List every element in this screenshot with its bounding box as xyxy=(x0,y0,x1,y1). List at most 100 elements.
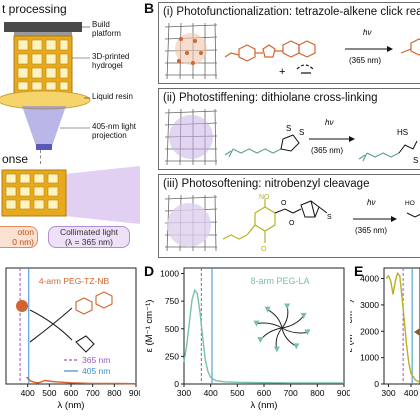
chart-d-label: 8-arm PEG-LA xyxy=(250,276,309,286)
norbornene-ring xyxy=(75,335,95,353)
star-arm-end xyxy=(273,346,280,353)
s-iii: S xyxy=(327,214,332,221)
star-arm xyxy=(267,309,283,329)
panel-b-iii-title: (iii) Photosoftening: nitrobenzyl cleava… xyxy=(163,178,370,190)
x-axis-label: λ (nm) xyxy=(251,400,278,411)
x-tick-label: 700 xyxy=(86,388,100,398)
chart-c: 400 500 600 700 800 900 λ (nm) 4-arm PEG-TZ-NB 3… xyxy=(5,267,140,411)
y-tick-label: 0 xyxy=(174,379,179,389)
molecule-ring-2 xyxy=(95,291,113,309)
star-arm xyxy=(275,327,283,350)
wavelength-ii: (365 nm) xyxy=(311,146,343,155)
no2: NO xyxy=(259,194,270,201)
star-arm xyxy=(281,327,308,334)
o2: O xyxy=(281,200,287,207)
chart-e: 30040001000200030004000ε (M⁻¹ cm⁻¹)E xyxy=(350,263,420,398)
x-tick-label: 400 xyxy=(21,388,35,398)
panel-b-ii: (ii) Photostiffening: dithiolane cross-l… xyxy=(158,88,420,170)
hv-ii: hν xyxy=(325,118,333,127)
star-arm-end xyxy=(257,337,264,344)
panel-d-letter: D xyxy=(144,263,154,279)
panel-b-i: (i) Photofunctionalization: tetrazole-al… xyxy=(158,2,420,84)
divider-dashed xyxy=(40,150,41,164)
s3: S xyxy=(413,156,418,165)
star-arm-end xyxy=(253,320,260,327)
plot-frame xyxy=(383,267,420,385)
panel-e-letter: E xyxy=(354,263,363,279)
star-arm-end xyxy=(300,312,307,319)
star-arm-end xyxy=(264,306,271,313)
panel-b-i-graphic: + hν (365 nm) xyxy=(164,22,420,80)
legend-405-label: 405 nm xyxy=(82,366,110,376)
panel-b-ii-title: (ii) Photostiffening: dithiolane cross-l… xyxy=(163,92,378,104)
y-tick-label: 500 xyxy=(165,324,179,334)
o1: O xyxy=(261,246,267,253)
y-axis-label: ε (M⁻¹ cm⁻¹) xyxy=(144,300,155,353)
build-platform xyxy=(4,22,82,32)
o3: O xyxy=(289,220,295,227)
y-axis-label: ε (M⁻¹ cm⁻¹) xyxy=(350,300,355,353)
series-line xyxy=(183,288,344,384)
panel-b-iii: (iii) Photosoftening: nitrobenzyl cleava… xyxy=(158,174,420,258)
legend-right-line1: Collimated light xyxy=(59,227,119,237)
label-light: 405-nm light projection xyxy=(92,122,137,140)
response-illustration xyxy=(1,166,140,224)
panel-a: t processing Build platform 3D-printed h… xyxy=(0,0,140,250)
series-line xyxy=(26,376,137,385)
plus-sign: + xyxy=(279,66,285,78)
x-tick-label: 300 xyxy=(177,388,191,398)
y-tick-label: 750 xyxy=(165,296,179,306)
panel-b-i-title: (i) Photofunctionalization: tetrazole-al… xyxy=(163,6,420,18)
panel-b-letter: B xyxy=(144,0,155,16)
legend-left: oton 0 nm) xyxy=(0,226,38,248)
x-tick-label: 400 xyxy=(404,388,418,398)
panel-b-ii-graphic: S S hν (365 nm) HS S xyxy=(164,108,418,166)
light-cone xyxy=(22,106,66,146)
star-arm-end xyxy=(304,329,311,336)
response-title: onse xyxy=(2,152,29,166)
star-arm xyxy=(281,306,289,329)
x-tick-label: 800 xyxy=(310,388,324,398)
x-tick-label: 900 xyxy=(337,388,350,398)
printing-illustration xyxy=(0,22,91,150)
x-tick-label: 400 xyxy=(204,388,218,398)
y-tick-label: 250 xyxy=(165,351,179,361)
y-tick-label: 4000 xyxy=(360,274,379,284)
x-tick-label: 600 xyxy=(64,388,78,398)
label-hydrogel: 3D-printed hydrogel xyxy=(92,52,130,70)
hv-iii: hν xyxy=(367,198,375,207)
star-arm xyxy=(281,315,305,329)
x-tick-label: 900 xyxy=(129,388,140,398)
y-tick-label: 1000 xyxy=(160,269,179,279)
x-tick-label: 300 xyxy=(381,388,395,398)
molecule-node xyxy=(16,300,28,312)
series-line xyxy=(385,271,420,384)
legend-left-line2: 0 nm) xyxy=(12,237,34,247)
s1: S xyxy=(286,124,291,133)
x-tick-label: 500 xyxy=(230,388,244,398)
y-tick-label: 1000 xyxy=(360,353,379,363)
x-tick-label: 500 xyxy=(42,388,56,398)
molecule-arms xyxy=(29,307,73,343)
hs: HS xyxy=(397,128,408,137)
wavelength-i: (365 nm) xyxy=(349,56,381,65)
star-arm-end xyxy=(284,303,291,310)
chart-d: 300 400 500 600 700 800 900 0 250 500 750 1000 λ (nm… xyxy=(144,263,350,411)
legend-right-line2: (λ = 365 nm) xyxy=(65,237,113,247)
label-build-platform: Build platform xyxy=(92,20,121,38)
legend-left-line1: oton xyxy=(17,227,34,237)
wavelength-iii: (365 nm) xyxy=(355,226,387,235)
molecule-ring xyxy=(75,297,93,315)
star-arm-end xyxy=(293,343,300,350)
x-tick-label: 600 xyxy=(257,388,271,398)
molecule-fragment xyxy=(414,328,420,336)
y-tick-label: 0 xyxy=(374,379,379,389)
legend-right: Collimated light (λ = 365 nm) xyxy=(48,226,130,248)
x-tick-label: 700 xyxy=(284,388,298,398)
label-resin: Liquid resin xyxy=(92,92,133,101)
x-tick-label: 800 xyxy=(107,388,121,398)
y-tick-label: 3000 xyxy=(360,300,379,310)
chart-c-label: 4-arm PEG-TZ-NB xyxy=(39,276,110,286)
star-arm xyxy=(256,322,283,329)
s2: S xyxy=(299,128,304,137)
